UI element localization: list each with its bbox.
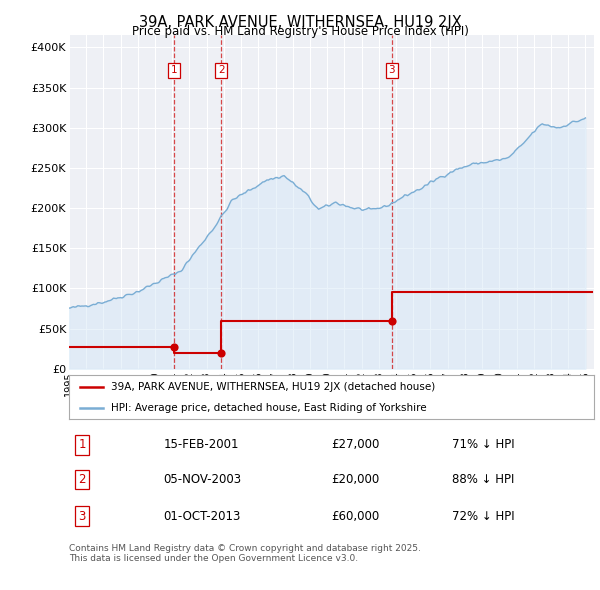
- Text: 72% ↓ HPI: 72% ↓ HPI: [452, 510, 515, 523]
- Text: £27,000: £27,000: [331, 438, 380, 451]
- Text: £20,000: £20,000: [331, 473, 380, 486]
- Text: Price paid vs. HM Land Registry's House Price Index (HPI): Price paid vs. HM Land Registry's House …: [131, 25, 469, 38]
- Point: [170, 342, 179, 352]
- Point: [387, 316, 397, 325]
- Text: 39A, PARK AVENUE, WITHERNSEA, HU19 2JX: 39A, PARK AVENUE, WITHERNSEA, HU19 2JX: [139, 15, 461, 30]
- Text: 88% ↓ HPI: 88% ↓ HPI: [452, 473, 515, 486]
- Text: 3: 3: [388, 65, 395, 76]
- Text: 3: 3: [79, 510, 86, 523]
- Text: 01-OCT-2013: 01-OCT-2013: [163, 510, 241, 523]
- Text: £60,000: £60,000: [331, 510, 380, 523]
- Point: [217, 348, 226, 358]
- Text: 39A, PARK AVENUE, WITHERNSEA, HU19 2JX (detached house): 39A, PARK AVENUE, WITHERNSEA, HU19 2JX (…: [111, 382, 435, 392]
- Text: 71% ↓ HPI: 71% ↓ HPI: [452, 438, 515, 451]
- Text: 15-FEB-2001: 15-FEB-2001: [163, 438, 239, 451]
- Text: 1: 1: [171, 65, 178, 76]
- Text: HPI: Average price, detached house, East Riding of Yorkshire: HPI: Average price, detached house, East…: [111, 403, 427, 413]
- Text: 2: 2: [218, 65, 224, 76]
- Text: 1: 1: [79, 438, 86, 451]
- Text: 05-NOV-2003: 05-NOV-2003: [163, 473, 242, 486]
- Text: Contains HM Land Registry data © Crown copyright and database right 2025.
This d: Contains HM Land Registry data © Crown c…: [69, 544, 421, 563]
- Text: 2: 2: [79, 473, 86, 486]
